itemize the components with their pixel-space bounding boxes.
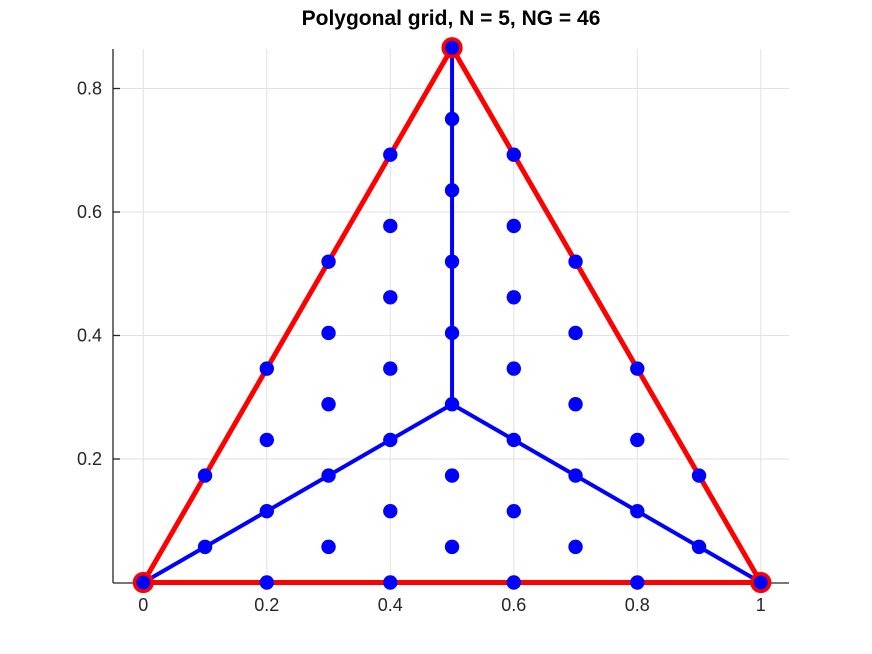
grid-point [506, 218, 521, 234]
grid-point [691, 468, 707, 483]
x-tick-label: 0 [138, 595, 148, 615]
grid-point [383, 218, 398, 234]
x-tick-label: 1 [756, 595, 766, 615]
grid-point [444, 254, 460, 269]
x-tick-label: 0.4 [378, 595, 403, 615]
interior-edges [142, 47, 762, 585]
interior-edge [451, 402, 762, 585]
grid-point [568, 325, 583, 341]
grid-point [568, 539, 583, 555]
grid-point [383, 147, 398, 162]
grid-point [259, 503, 274, 519]
grid-point [444, 539, 460, 555]
grid-point [568, 397, 583, 412]
vertex-markers [132, 37, 772, 594]
grid-point [321, 325, 336, 341]
grid-point [259, 432, 274, 448]
grid-point [321, 468, 336, 483]
grid-point [630, 361, 645, 376]
vertex-dot [136, 575, 151, 590]
x-tick-label: 0.6 [501, 595, 526, 615]
vertex-ring [750, 571, 772, 594]
grid-point [197, 468, 213, 483]
grid-point [259, 361, 274, 376]
grid-point [444, 183, 460, 198]
y-tick-label: 0.8 [77, 79, 102, 99]
y-tick-label: 0.4 [77, 326, 102, 346]
grid-point [568, 254, 583, 269]
vertex-ring [441, 37, 463, 59]
vertex-dot [444, 40, 460, 55]
grid-point [506, 361, 521, 376]
grid-point [197, 539, 213, 555]
grid-point [383, 361, 398, 376]
grid-point [444, 397, 460, 412]
grid-point [506, 147, 521, 162]
y-tick-label: 0.6 [77, 202, 102, 222]
grid-point [630, 503, 645, 519]
grid-point [506, 503, 521, 519]
grid-point [321, 539, 336, 555]
grid-point [383, 290, 398, 305]
grid-point [259, 575, 274, 590]
x-tick-label: 0.2 [254, 595, 279, 615]
interior-edge [142, 402, 454, 585]
grid-point [506, 290, 521, 305]
grid-points [136, 40, 768, 590]
grid-point [630, 432, 645, 448]
grid-point [444, 111, 460, 127]
grid-point [568, 468, 583, 483]
grid-point [444, 325, 460, 341]
x-tick-label: 0.8 [625, 595, 650, 615]
vertex-ring [132, 571, 154, 594]
polygon-boundary [138, 42, 766, 585]
grid-point [321, 254, 336, 269]
grid-point [383, 575, 398, 590]
grid-point [321, 397, 336, 412]
y-tick-label: 0.2 [77, 449, 102, 469]
grid-point [506, 432, 521, 448]
grid-point [691, 539, 707, 555]
vertex-dot [753, 575, 768, 590]
chart-title: Polygonal grid, N = 5, NG = 46 [301, 7, 601, 30]
grid-point [506, 575, 521, 590]
tick-labels: 0 0.2 0.4 0.6 0.8 1 0.2 0.4 0.6 0.8 [77, 79, 766, 616]
grid-point [444, 468, 460, 483]
grid-point [630, 575, 645, 590]
grid-point [383, 503, 398, 519]
grid-point [383, 432, 398, 448]
